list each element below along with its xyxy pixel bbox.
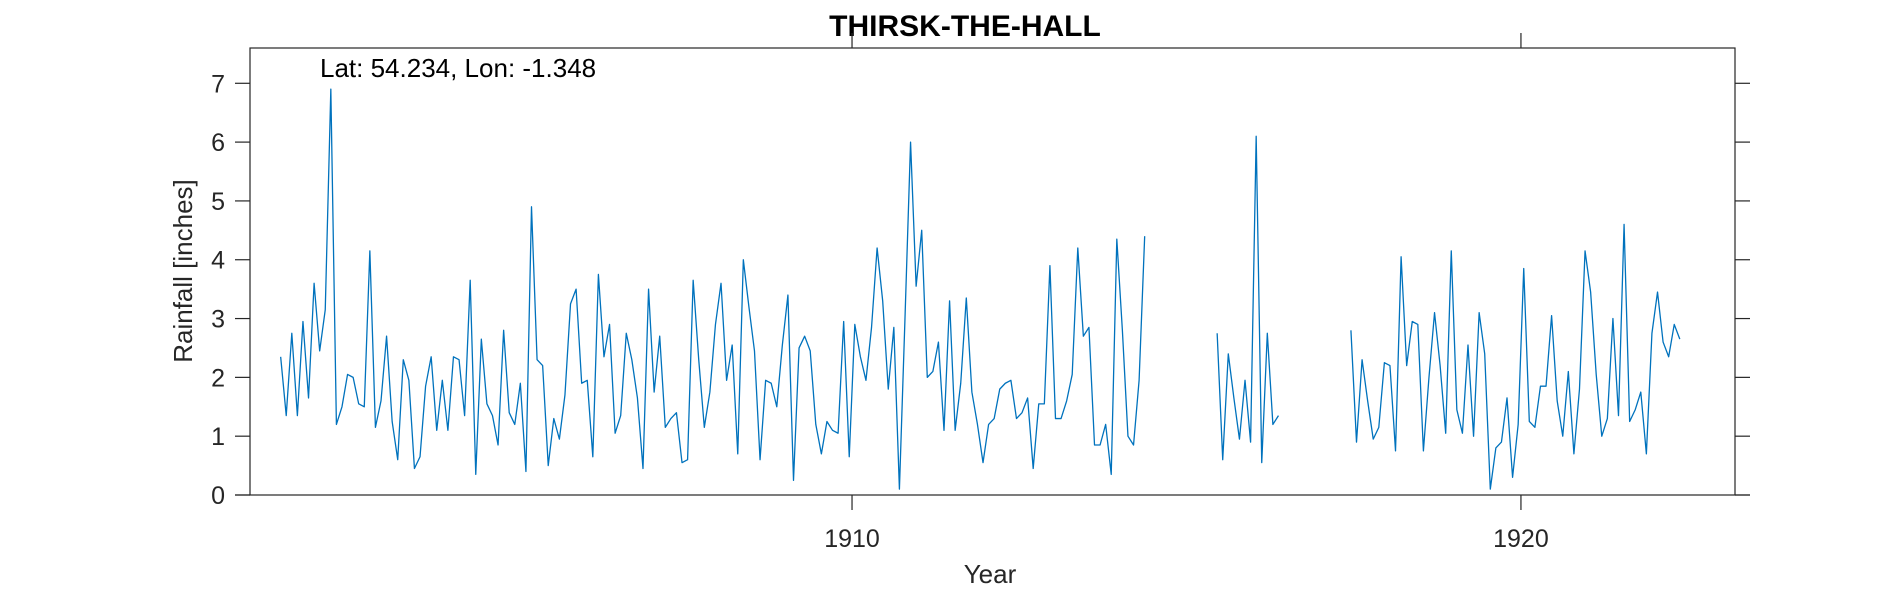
rainfall-series-line: [280, 88, 1681, 490]
y-tick-label: 6: [211, 129, 225, 157]
chart-title: THIRSK-THE-HALL: [829, 10, 1101, 43]
y-tick-label: 5: [211, 188, 225, 216]
location-annotation: Lat: 54.234, Lon: -1.348: [320, 53, 596, 83]
plot-area: [249, 47, 1736, 496]
y-tick-label: 1: [211, 423, 225, 451]
y-tick-label: 4: [211, 247, 225, 275]
y-tick-label: 3: [211, 306, 225, 334]
axis-tick-labels: 0 1 2 3 4 5 6 7 1910 1920: [211, 70, 1549, 553]
y-axis-label: Rainfall [inches]: [168, 179, 198, 363]
y-tick-label: 7: [211, 70, 225, 98]
x-tick-label: 1910: [824, 525, 880, 553]
y-tick-label: 2: [211, 364, 225, 392]
axis-ticks: [235, 33, 1750, 510]
y-tick-label: 0: [211, 482, 225, 510]
x-tick-label: 1920: [1493, 525, 1549, 553]
x-axis-label: Year: [964, 559, 1017, 589]
